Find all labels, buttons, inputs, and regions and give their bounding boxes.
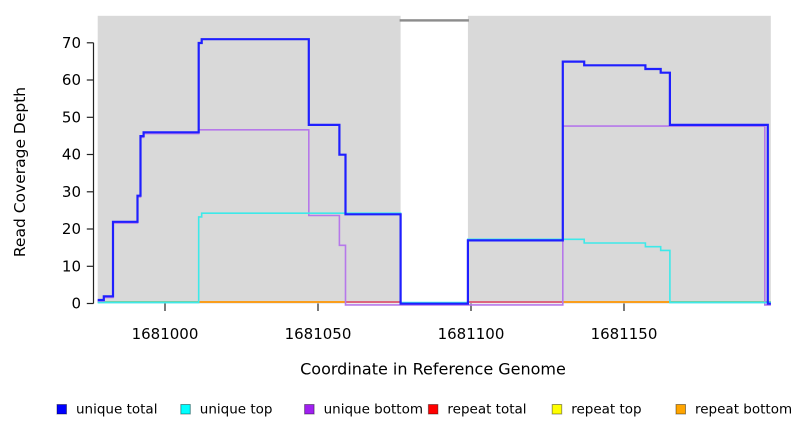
legend-swatch [427,404,439,415]
y-tick-label: 10 [62,257,81,275]
x-axis-label: Coordinate in Reference Genome [300,359,566,379]
x-tick-label: 1681000 [132,325,199,343]
y-tick-label: 0 [71,295,81,313]
series-unique-total [97,38,771,305]
legend-swatch [180,404,191,415]
x-tick-label: 1681150 [591,325,658,343]
y-tick-label: 20 [62,220,81,238]
legend-label: unique total [76,402,157,418]
x-tick-label: 1681100 [438,325,505,343]
shaded-region [467,15,771,304]
legend-label: repeat top [571,402,641,418]
legend-swatch [675,404,686,415]
y-tick-label: 50 [62,109,81,127]
legend-label: repeat total [447,402,526,418]
legend-swatch [551,404,563,415]
x-tick-label: 1681050 [285,325,352,343]
y-tick-label: 60 [62,71,81,89]
y-tick-label: 30 [62,183,81,201]
legend-swatch [56,404,67,415]
y-axis-label: Read Coverage Depth [11,86,29,258]
legend-label: unique bottom [324,402,423,418]
legend-label: unique top [200,402,273,418]
y-tick-label: 40 [62,146,81,164]
legend-swatch [304,404,315,415]
y-tick-label: 70 [62,34,81,52]
legend-label: repeat bottom [695,402,792,418]
gap-cap [399,19,469,22]
shaded-region [97,15,401,304]
